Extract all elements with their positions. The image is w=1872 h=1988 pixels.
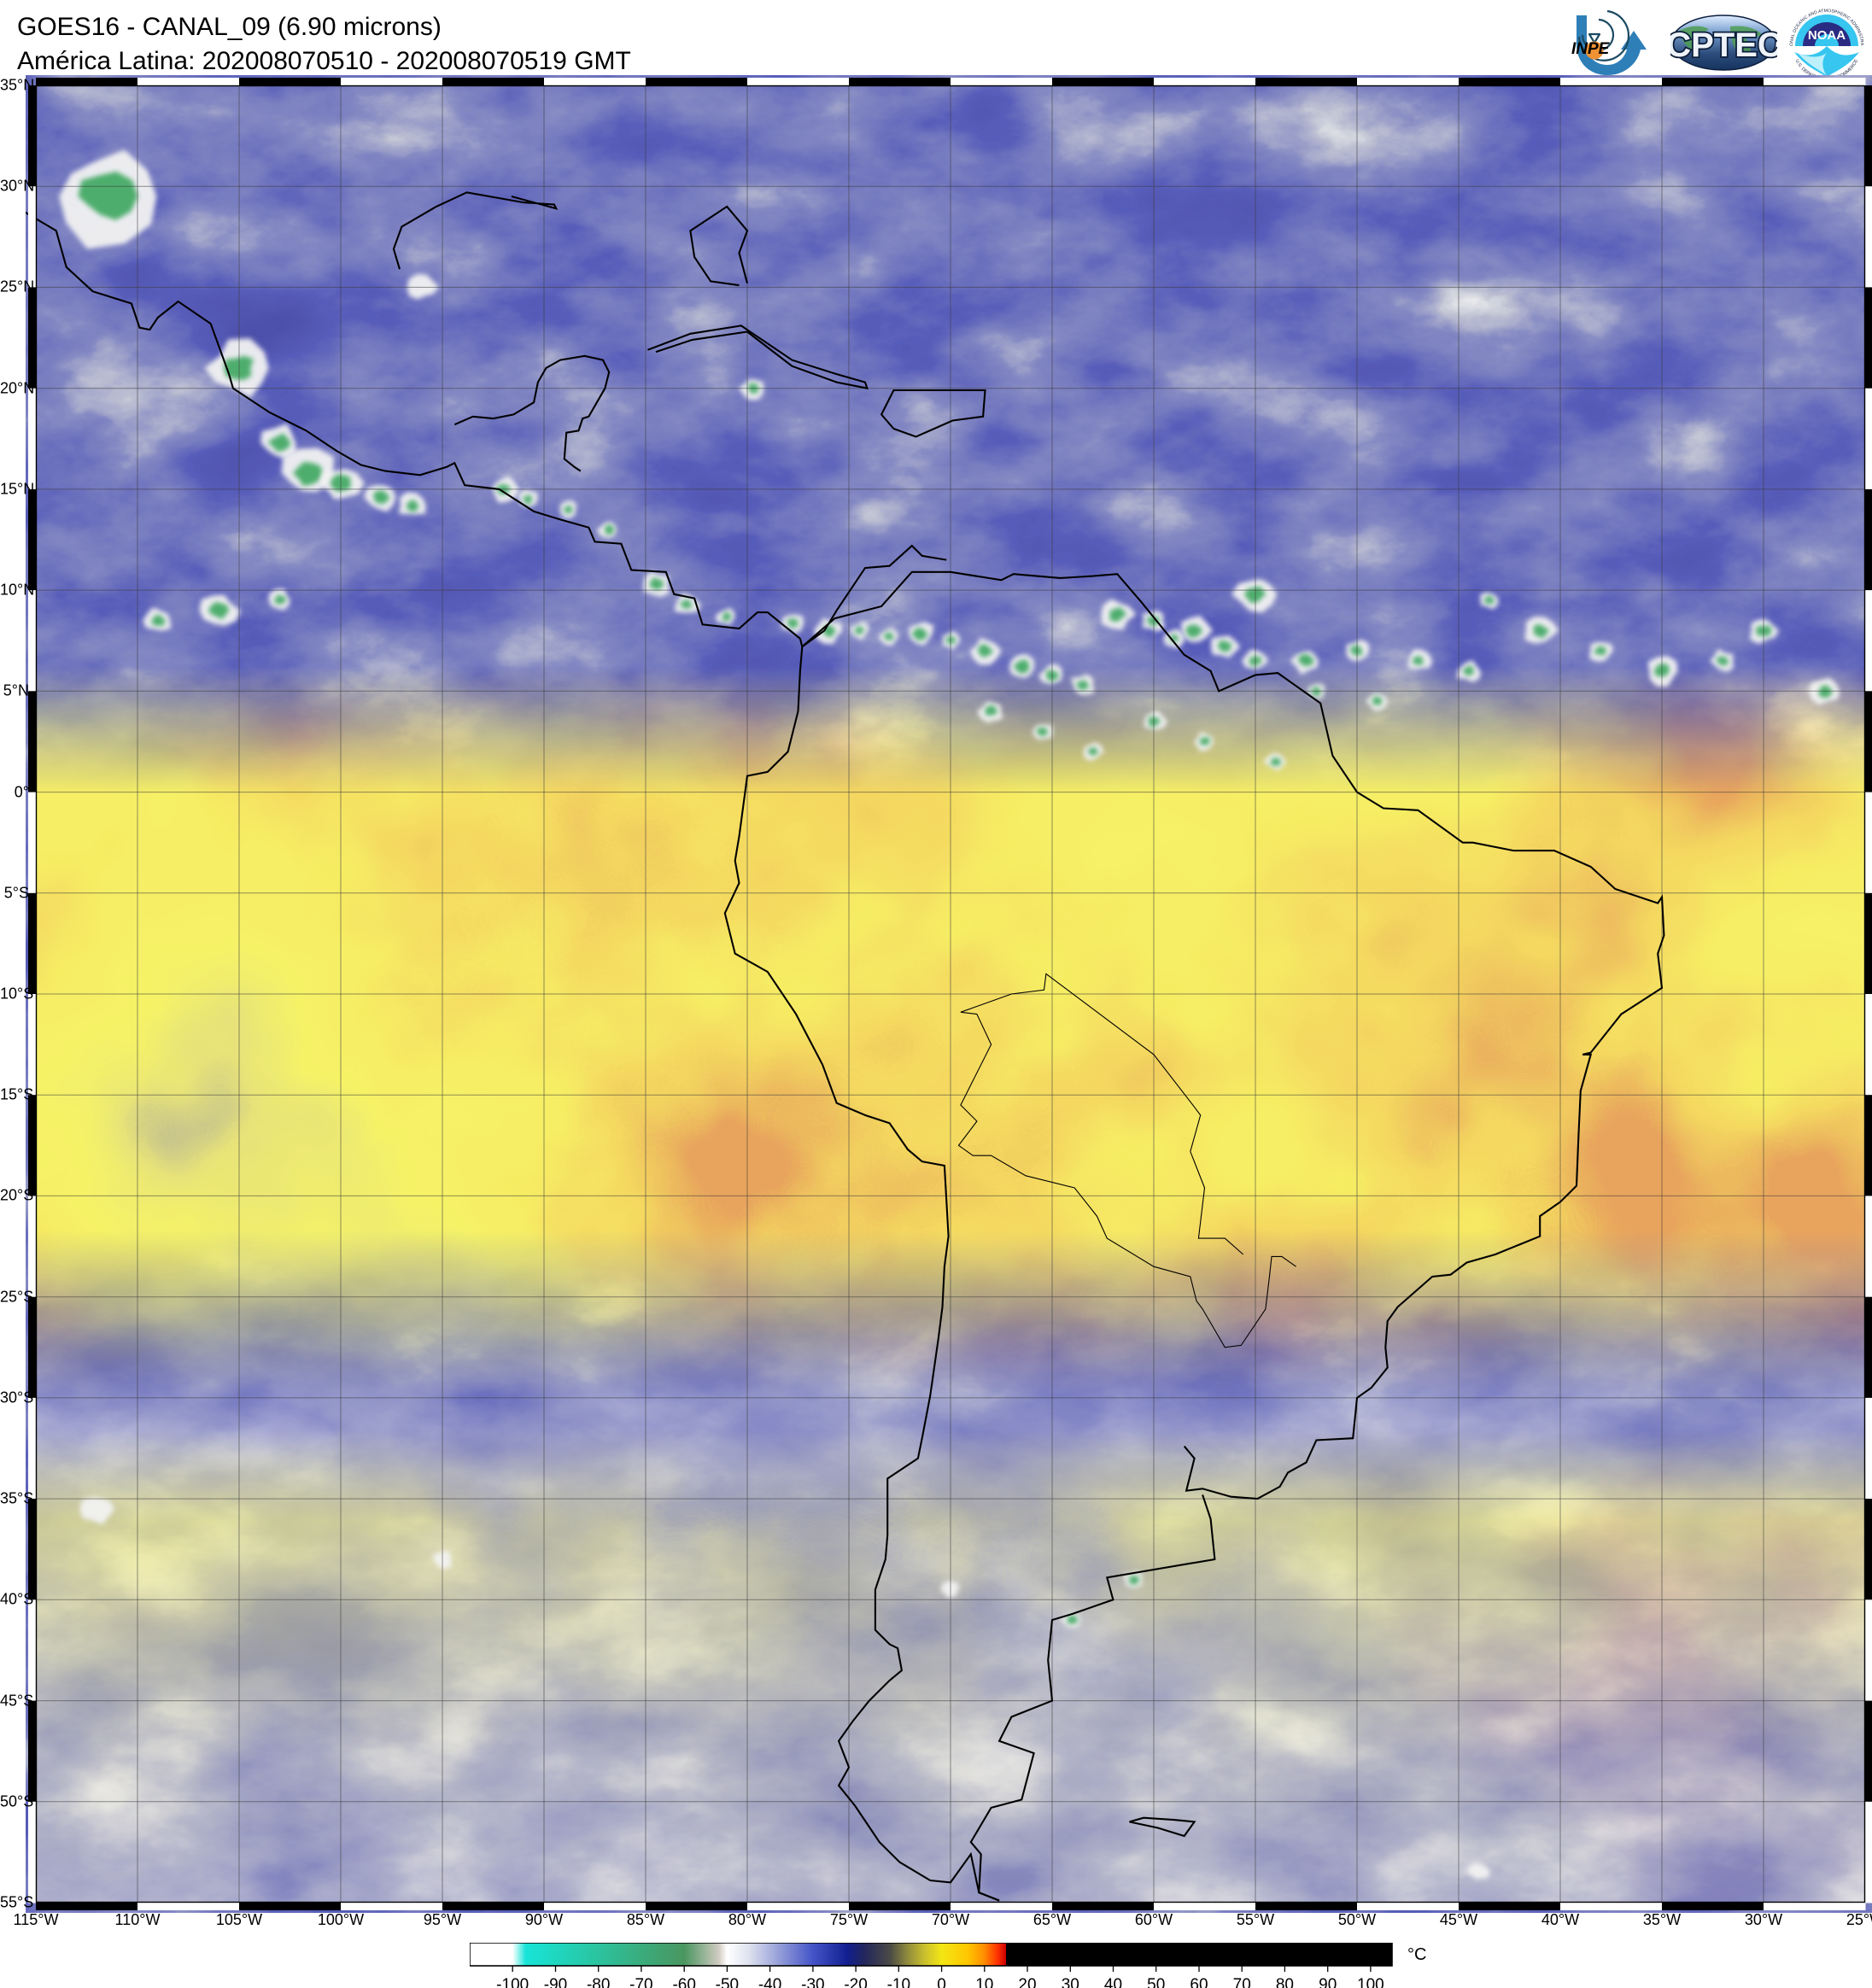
- svg-text:50: 50: [1147, 1976, 1165, 1988]
- svg-text:20: 20: [1018, 1976, 1036, 1988]
- svg-text:-80: -80: [587, 1976, 610, 1988]
- svg-text:-40: -40: [758, 1976, 781, 1988]
- svg-text:10: 10: [975, 1976, 993, 1988]
- svg-text:-90: -90: [544, 1976, 567, 1988]
- svg-text:CPTEC: CPTEC: [1670, 26, 1777, 64]
- svg-text:30: 30: [1062, 1976, 1079, 1988]
- svg-text:-30: -30: [801, 1976, 824, 1988]
- svg-text:-60: -60: [672, 1976, 695, 1988]
- svg-text:90: 90: [1319, 1976, 1337, 1988]
- svg-text:-10: -10: [887, 1976, 910, 1988]
- svg-text:-70: -70: [629, 1976, 652, 1988]
- svg-text:60: 60: [1190, 1976, 1208, 1988]
- svg-text:INPE: INPE: [1571, 40, 1611, 58]
- svg-text:40: 40: [1104, 1976, 1122, 1988]
- svg-text:70: 70: [1233, 1976, 1251, 1988]
- svg-text:-50: -50: [716, 1976, 739, 1988]
- svg-text:0: 0: [937, 1976, 946, 1988]
- svg-text:100: 100: [1357, 1976, 1384, 1988]
- svg-text:NOAA: NOAA: [1808, 28, 1846, 43]
- svg-text:-20: -20: [844, 1976, 867, 1988]
- svg-text:°C: °C: [1407, 1945, 1426, 1964]
- svg-text:-100: -100: [496, 1976, 529, 1988]
- svg-text:80: 80: [1276, 1976, 1294, 1988]
